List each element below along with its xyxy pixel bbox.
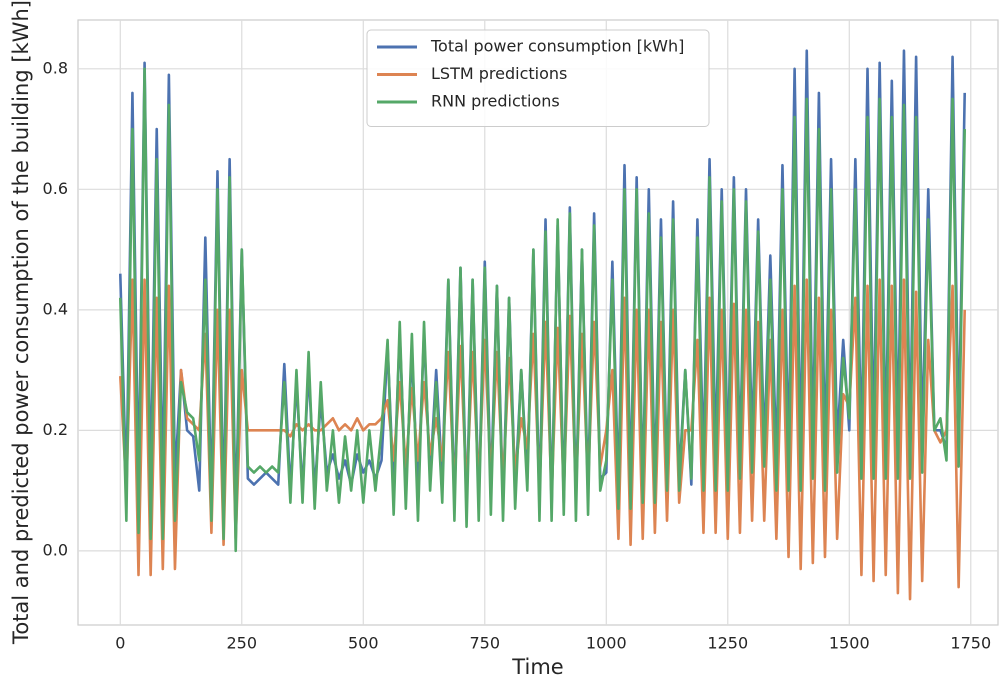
x-tick-label: 0 (115, 634, 125, 653)
x-tick-label: 1000 (586, 634, 627, 653)
legend-label: Total power consumption [kWh] (430, 37, 684, 56)
x-tick-label: 500 (348, 634, 379, 653)
legend-box (366, 29, 710, 127)
y-tick-label: 0.4 (43, 299, 68, 318)
x-tick-label: 750 (470, 634, 501, 653)
series-line (118, 67, 967, 553)
x-tick-label: 1750 (950, 634, 991, 653)
ticks: 0 250 500 750 1000 1250 1500 1750 0.0 0.2 0.4 0.6 0.… (43, 58, 992, 652)
x-axis-label: Time (511, 655, 563, 679)
x-tick-label: 1500 (829, 634, 870, 653)
y-tick-label: 0.6 (43, 179, 68, 198)
y-tick-label: 0.2 (43, 420, 68, 439)
lines (118, 49, 967, 601)
legend-label: RNN predictions (431, 92, 560, 111)
legend-label: LSTM predictions (431, 64, 567, 83)
y-tick-label: 0.0 (43, 540, 68, 559)
y-axis-label: Total and predicted power consumption of… (9, 0, 33, 645)
x-tick-label: 250 (227, 634, 258, 653)
y-tick-label: 0.8 (43, 58, 68, 77)
legend: Total power consumption [kWh] LSTM predic… (366, 29, 710, 127)
x-tick-label: 1250 (707, 634, 748, 653)
